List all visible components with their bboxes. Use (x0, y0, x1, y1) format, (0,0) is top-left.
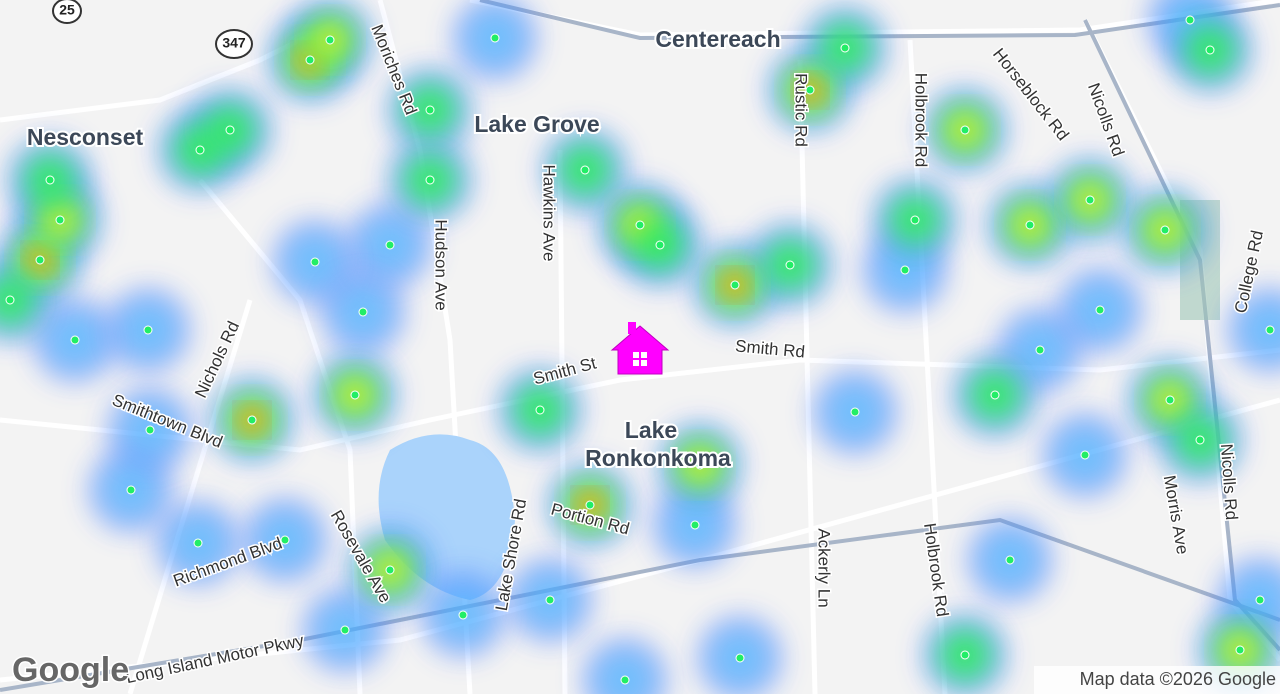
place-label: Lake (625, 417, 677, 443)
attribution: Map data ©2026 Google (1080, 669, 1276, 689)
heat-spot (690, 520, 700, 530)
heat-spot (1035, 345, 1045, 355)
heat-spot (143, 325, 153, 335)
heat-spot (1165, 395, 1175, 405)
heat-spot (1235, 645, 1245, 655)
heat-spot (35, 255, 45, 265)
heat-spot (45, 175, 55, 185)
heat-spot (1230, 570, 1280, 630)
heat-spot (1005, 555, 1015, 565)
road-label: Ackerly Ln (815, 528, 834, 607)
heat-spot (0, 274, 36, 326)
place-label: Nesconset (27, 124, 144, 150)
heat-spot (425, 175, 435, 185)
heat-spot (70, 335, 80, 345)
heat-spot (225, 125, 235, 135)
heat-spot (55, 215, 65, 225)
place-label: Lake Grove (474, 111, 599, 137)
heat-spot (535, 405, 545, 415)
attribution-bg (1034, 666, 1280, 694)
heat-spot (960, 650, 970, 660)
heat-spot (990, 390, 1000, 400)
google-logo: Google (12, 651, 129, 689)
heat-spot (425, 105, 435, 115)
heat-spot (5, 295, 15, 305)
heat-spot (280, 535, 290, 545)
heat-spot (247, 415, 257, 425)
heat-spot (1205, 45, 1215, 55)
heat-spot (1025, 220, 1035, 230)
heat-spot (900, 265, 910, 275)
heat-spot (805, 85, 815, 95)
heat-spot (910, 215, 920, 225)
heat-spot (1195, 435, 1205, 445)
heat-spot (305, 55, 315, 65)
heat-spot (1265, 325, 1275, 335)
heat-spot (1160, 225, 1170, 235)
heat-spot (385, 240, 395, 250)
route-shield: 347 (222, 35, 246, 51)
heat-spot (1185, 15, 1195, 25)
heat-spot (695, 460, 705, 470)
road-label: Holbrook Rd (912, 73, 931, 168)
road-label: Rustic Rd (792, 73, 811, 147)
heat-spot (310, 257, 320, 267)
heat-spot (1080, 450, 1090, 460)
place-label: Centereach (655, 26, 780, 52)
heat-spot (785, 260, 795, 270)
road-label: Hudson Ave (432, 219, 451, 310)
heat-spot (735, 653, 745, 663)
heat-spot (620, 675, 630, 685)
heat-spot (840, 43, 850, 53)
heat-spot (195, 145, 205, 155)
heat-spot (1085, 195, 1095, 205)
heat-spot (730, 280, 740, 290)
heat-spot (145, 425, 155, 435)
heat-spot (325, 35, 335, 45)
heat-spot (545, 595, 555, 605)
heat-spot (635, 220, 645, 230)
heat-spot (350, 390, 360, 400)
heat-spot (585, 500, 595, 510)
road-label: Hawkins Ave (540, 164, 559, 261)
place-label: Ronkonkoma (585, 445, 731, 471)
heat-spot (126, 485, 136, 495)
heat-spot (850, 407, 860, 417)
heat-spot (490, 33, 500, 43)
heat-spot (655, 240, 665, 250)
heat-spot (358, 307, 368, 317)
home-marker (610, 322, 670, 375)
heat-spot (1095, 305, 1105, 315)
place-labels: Centereach Lake Grove Nesconset Lake Ron… (25, 24, 783, 473)
heat-spot (340, 625, 350, 635)
heat-spot (193, 538, 203, 548)
heat-spot (385, 565, 395, 575)
heat-spot (1255, 595, 1265, 605)
heat-spot (1240, 300, 1280, 360)
heat-spot (960, 125, 970, 135)
route-shield: 25 (59, 2, 75, 18)
shields: 25 347 (52, 0, 253, 59)
heat-spot (595, 650, 655, 694)
heat-spot (458, 610, 468, 620)
heat-spot (580, 165, 590, 175)
